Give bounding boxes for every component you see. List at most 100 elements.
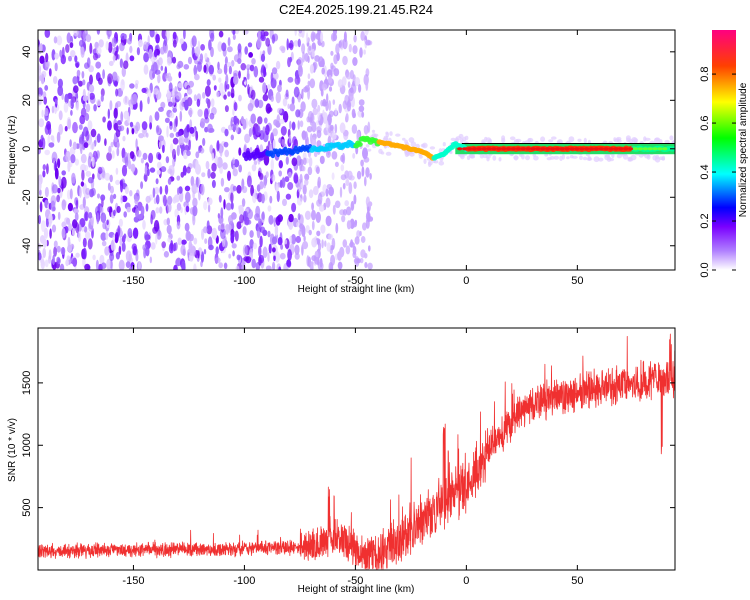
noise-blob [321, 239, 324, 249]
ridge-halo-blob [613, 138, 620, 143]
noise-blob [218, 215, 224, 225]
noise-blob [172, 137, 179, 145]
x-tick-label: 0 [463, 275, 469, 287]
noise-blob [316, 199, 322, 207]
noise-blob [351, 124, 358, 134]
noise-blob [205, 160, 210, 170]
noise-blob [125, 261, 131, 268]
noise-blob [365, 79, 369, 91]
noise-blob [308, 229, 312, 236]
noise-blob [68, 223, 73, 232]
noise-blob [246, 175, 252, 188]
noise-blob [67, 118, 71, 130]
noise-blob [44, 107, 49, 117]
noise-blob [192, 197, 198, 208]
ridge-halo-blob [546, 157, 552, 161]
noise-blob [104, 172, 111, 181]
ridge-halo-blob [408, 137, 415, 143]
noise-blob [90, 215, 94, 226]
noise-blob [269, 195, 273, 204]
noise-blob [61, 46, 65, 59]
noise-blob [56, 245, 61, 253]
noise-blob [231, 243, 237, 249]
noise-blob [81, 71, 85, 79]
noise-blob [254, 98, 260, 108]
noise-blob [141, 87, 147, 93]
noise-blob [202, 92, 206, 99]
noise-blob [44, 30, 51, 38]
noise-blob [178, 186, 183, 194]
spectrogram-data [38, 30, 675, 270]
noise-blob [278, 170, 283, 177]
noise-blob [183, 30, 186, 40]
colorbar-tick-label: 0.4 [699, 164, 711, 179]
noise-blob [294, 252, 300, 260]
noise-blob [167, 195, 173, 205]
noise-blob [173, 126, 177, 133]
noise-blob [265, 265, 272, 270]
ridge-halo-blob [389, 131, 393, 136]
figure-title: C2E4.2025.199.21.45.R24 [279, 2, 433, 17]
noise-blob [242, 244, 248, 257]
noise-blob [311, 202, 314, 211]
ridge-halo-blob [367, 148, 372, 152]
noise-blob [207, 197, 213, 206]
y-tick-label: 0 [21, 146, 33, 152]
noise-blob [39, 55, 45, 64]
noise-blob [80, 153, 87, 164]
noise-blob [98, 77, 103, 85]
ridge-halo-blob [378, 148, 383, 154]
ridge-core [525, 147, 531, 151]
noise-blob [67, 202, 73, 212]
noise-blob [85, 170, 92, 177]
noise-blob [70, 154, 76, 164]
noise-blob [88, 212, 93, 219]
ridge-halo-blob [571, 155, 578, 159]
noise-blob [268, 243, 272, 254]
noise-blob [307, 166, 313, 176]
noise-blob [311, 237, 317, 248]
x-tick-label: -150 [122, 575, 144, 587]
noise-blob [53, 76, 58, 84]
noise-blob [215, 246, 219, 255]
ridge-core [598, 147, 604, 151]
noise-blob [186, 150, 191, 157]
noise-blob [196, 98, 201, 108]
noise-blob [75, 62, 80, 68]
noise-blob [338, 103, 342, 114]
noise-blob [203, 64, 207, 73]
noise-blob [80, 46, 85, 58]
noise-blob [258, 170, 261, 177]
noise-blob [289, 40, 294, 51]
noise-blob [89, 74, 93, 85]
noise-blob [96, 99, 102, 106]
noise-blob [351, 222, 357, 228]
noise-blob [225, 74, 229, 86]
noise-blob [57, 187, 61, 194]
noise-blob [57, 211, 61, 221]
ridge-halo-blob [371, 129, 376, 133]
noise-blob [105, 41, 109, 51]
noise-blob [270, 77, 277, 89]
y-tick-label: 1500 [21, 371, 33, 395]
noise-blob [213, 85, 217, 91]
noise-blob [200, 118, 206, 129]
noise-blob [317, 104, 321, 113]
noise-blob [367, 213, 371, 223]
noise-blob [288, 213, 294, 223]
noise-blob [163, 194, 167, 207]
noise-blob [70, 109, 73, 116]
y-tick-label: -40 [21, 238, 33, 254]
noise-blob [87, 238, 93, 250]
noise-blob [263, 179, 267, 189]
noise-blob [291, 157, 298, 167]
ridge-core [510, 147, 516, 151]
noise-blob [285, 156, 289, 165]
noise-blob [278, 118, 285, 124]
noise-blob [149, 30, 155, 38]
noise-blob [145, 203, 149, 212]
noise-blob [364, 176, 367, 187]
noise-blob [107, 73, 113, 84]
noise-blob [293, 172, 299, 184]
noise-blob [289, 120, 292, 130]
